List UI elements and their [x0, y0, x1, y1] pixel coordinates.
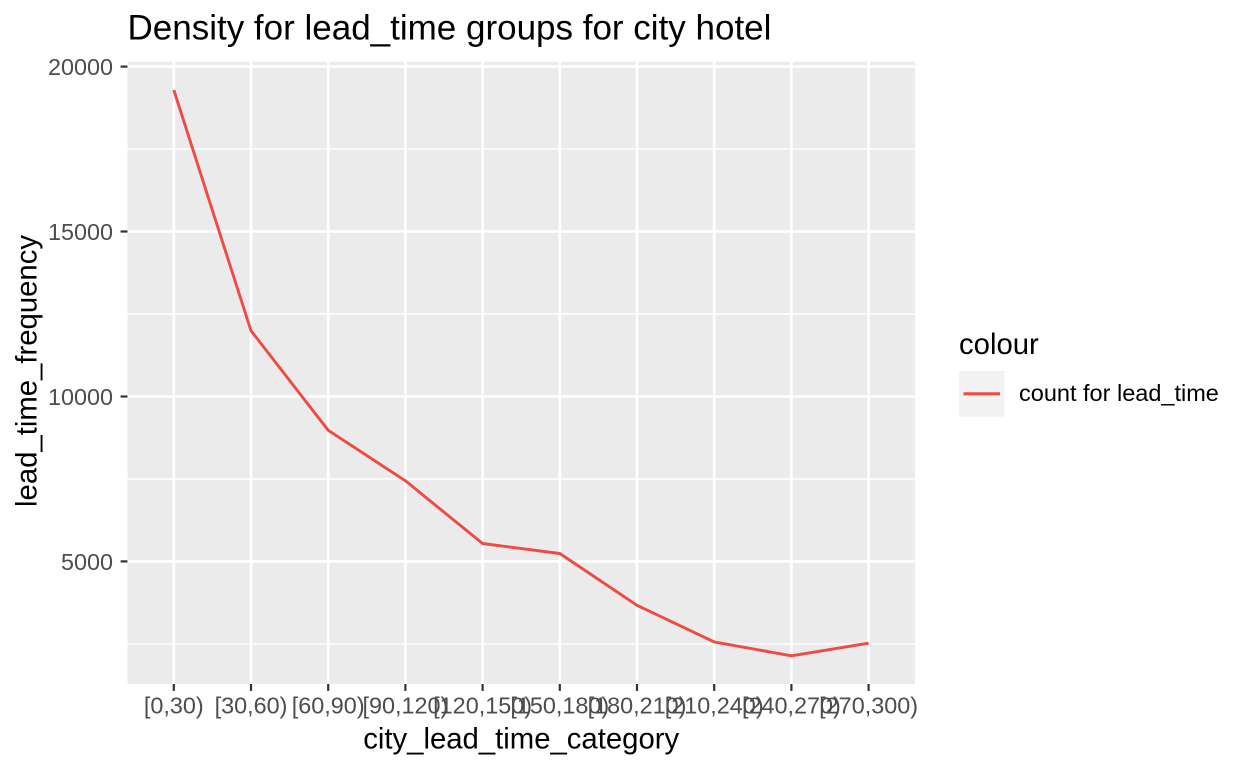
svg-text:[120,150): [120,150): [433, 692, 532, 718]
svg-text:5000: 5000: [61, 549, 113, 575]
svg-text:count for lead_time: count for lead_time: [1019, 380, 1219, 406]
svg-text:lead_time_frequency: lead_time_frequency: [11, 235, 44, 507]
svg-text:15000: 15000: [48, 219, 113, 245]
svg-text:[30,60): [30,60): [215, 692, 288, 718]
svg-text:[60,90): [60,90): [292, 692, 365, 718]
svg-text:20000: 20000: [48, 54, 113, 80]
svg-text:colour: colour: [959, 328, 1039, 361]
svg-text:[210,240): [210,240): [665, 692, 764, 718]
svg-text:[150,180): [150,180): [510, 692, 609, 718]
svg-text:[240,270): [240,270): [742, 692, 841, 718]
svg-text:[270,300): [270,300): [819, 692, 918, 718]
svg-text:10000: 10000: [48, 384, 113, 410]
svg-text:[180,210): [180,210): [588, 692, 687, 718]
svg-text:city_lead_time_category: city_lead_time_category: [363, 723, 679, 756]
svg-text:Density for lead_time groups f: Density for lead_time groups for city ho…: [128, 9, 772, 48]
svg-text:[0,30): [0,30): [144, 692, 204, 718]
svg-text:[90,120): [90,120): [362, 692, 448, 718]
